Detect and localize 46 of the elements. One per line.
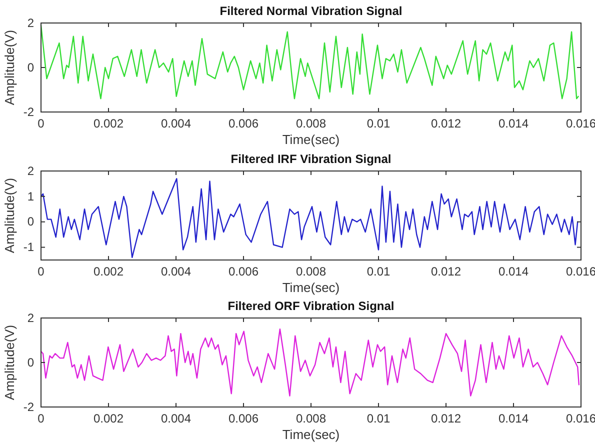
y-tick-label: 2: [27, 310, 34, 325]
chart-title: Filtered ORF Vibration Signal: [228, 299, 394, 313]
x-axis-title: Time(sec): [282, 280, 340, 294]
y-axis-title: Amplitude(V): [2, 30, 17, 106]
x-tick-label: 0.014: [498, 116, 529, 131]
x-tick-label: 0.004: [160, 116, 192, 131]
x-axis-title: Time(sec): [282, 132, 340, 147]
y-tick-label: 0: [27, 214, 34, 228]
x-tick-label: 0.01: [366, 412, 390, 426]
y-tick-label: 0: [27, 60, 34, 74]
y-tick-label: 2: [27, 163, 34, 178]
y-tick-label: -1: [23, 240, 34, 254]
x-tick-label: 0.006: [228, 116, 259, 131]
y-axis-title: Amplitude(V): [2, 177, 17, 253]
y-tick-label: -2: [23, 400, 34, 414]
x-tick-label: 0.008: [296, 264, 326, 278]
chart-title: Filtered Normal Vibration Signal: [220, 4, 402, 18]
x-tick-label: 0.014: [498, 264, 529, 278]
x-tick-label: 0.01: [366, 264, 390, 278]
y-tick-label: 1: [27, 188, 34, 203]
x-tick-label: 0.012: [430, 264, 462, 278]
y-tick-label: 0: [27, 355, 34, 370]
line-series: [40, 178, 578, 258]
y-tick-label: 2: [27, 16, 34, 30]
x-tick-label: 0.002: [93, 116, 124, 131]
x-tick-label: 0.002: [93, 412, 124, 426]
x-tick-label: 0.01: [366, 116, 390, 131]
x-tick-label: 0.004: [160, 264, 192, 278]
x-tick-label: 0: [38, 116, 45, 131]
x-tick-label: 0.008: [296, 116, 326, 131]
chart-title: Filtered IRF Vibration Signal: [230, 152, 392, 166]
x-tick-label: 0: [38, 412, 45, 426]
x-tick-label: 0.012: [430, 412, 462, 426]
x-axis-title: Time(sec): [282, 427, 340, 442]
x-tick-label: 0.008: [296, 412, 326, 426]
y-axis-title: Amplitude(V): [2, 324, 17, 400]
line-series: [40, 328, 580, 396]
x-tick-label: 0.006: [228, 412, 259, 426]
x-tick-label: 0.002: [93, 264, 124, 278]
line-series: [40, 24, 579, 100]
x-tick-label: 0.004: [160, 412, 192, 426]
x-tick-label: 0.012: [430, 116, 462, 131]
x-tick-label: 0.006: [228, 264, 259, 278]
x-tick-label: 0: [38, 264, 45, 278]
x-tick-label: 0.014: [498, 412, 529, 426]
y-tick-label: -2: [23, 104, 34, 119]
